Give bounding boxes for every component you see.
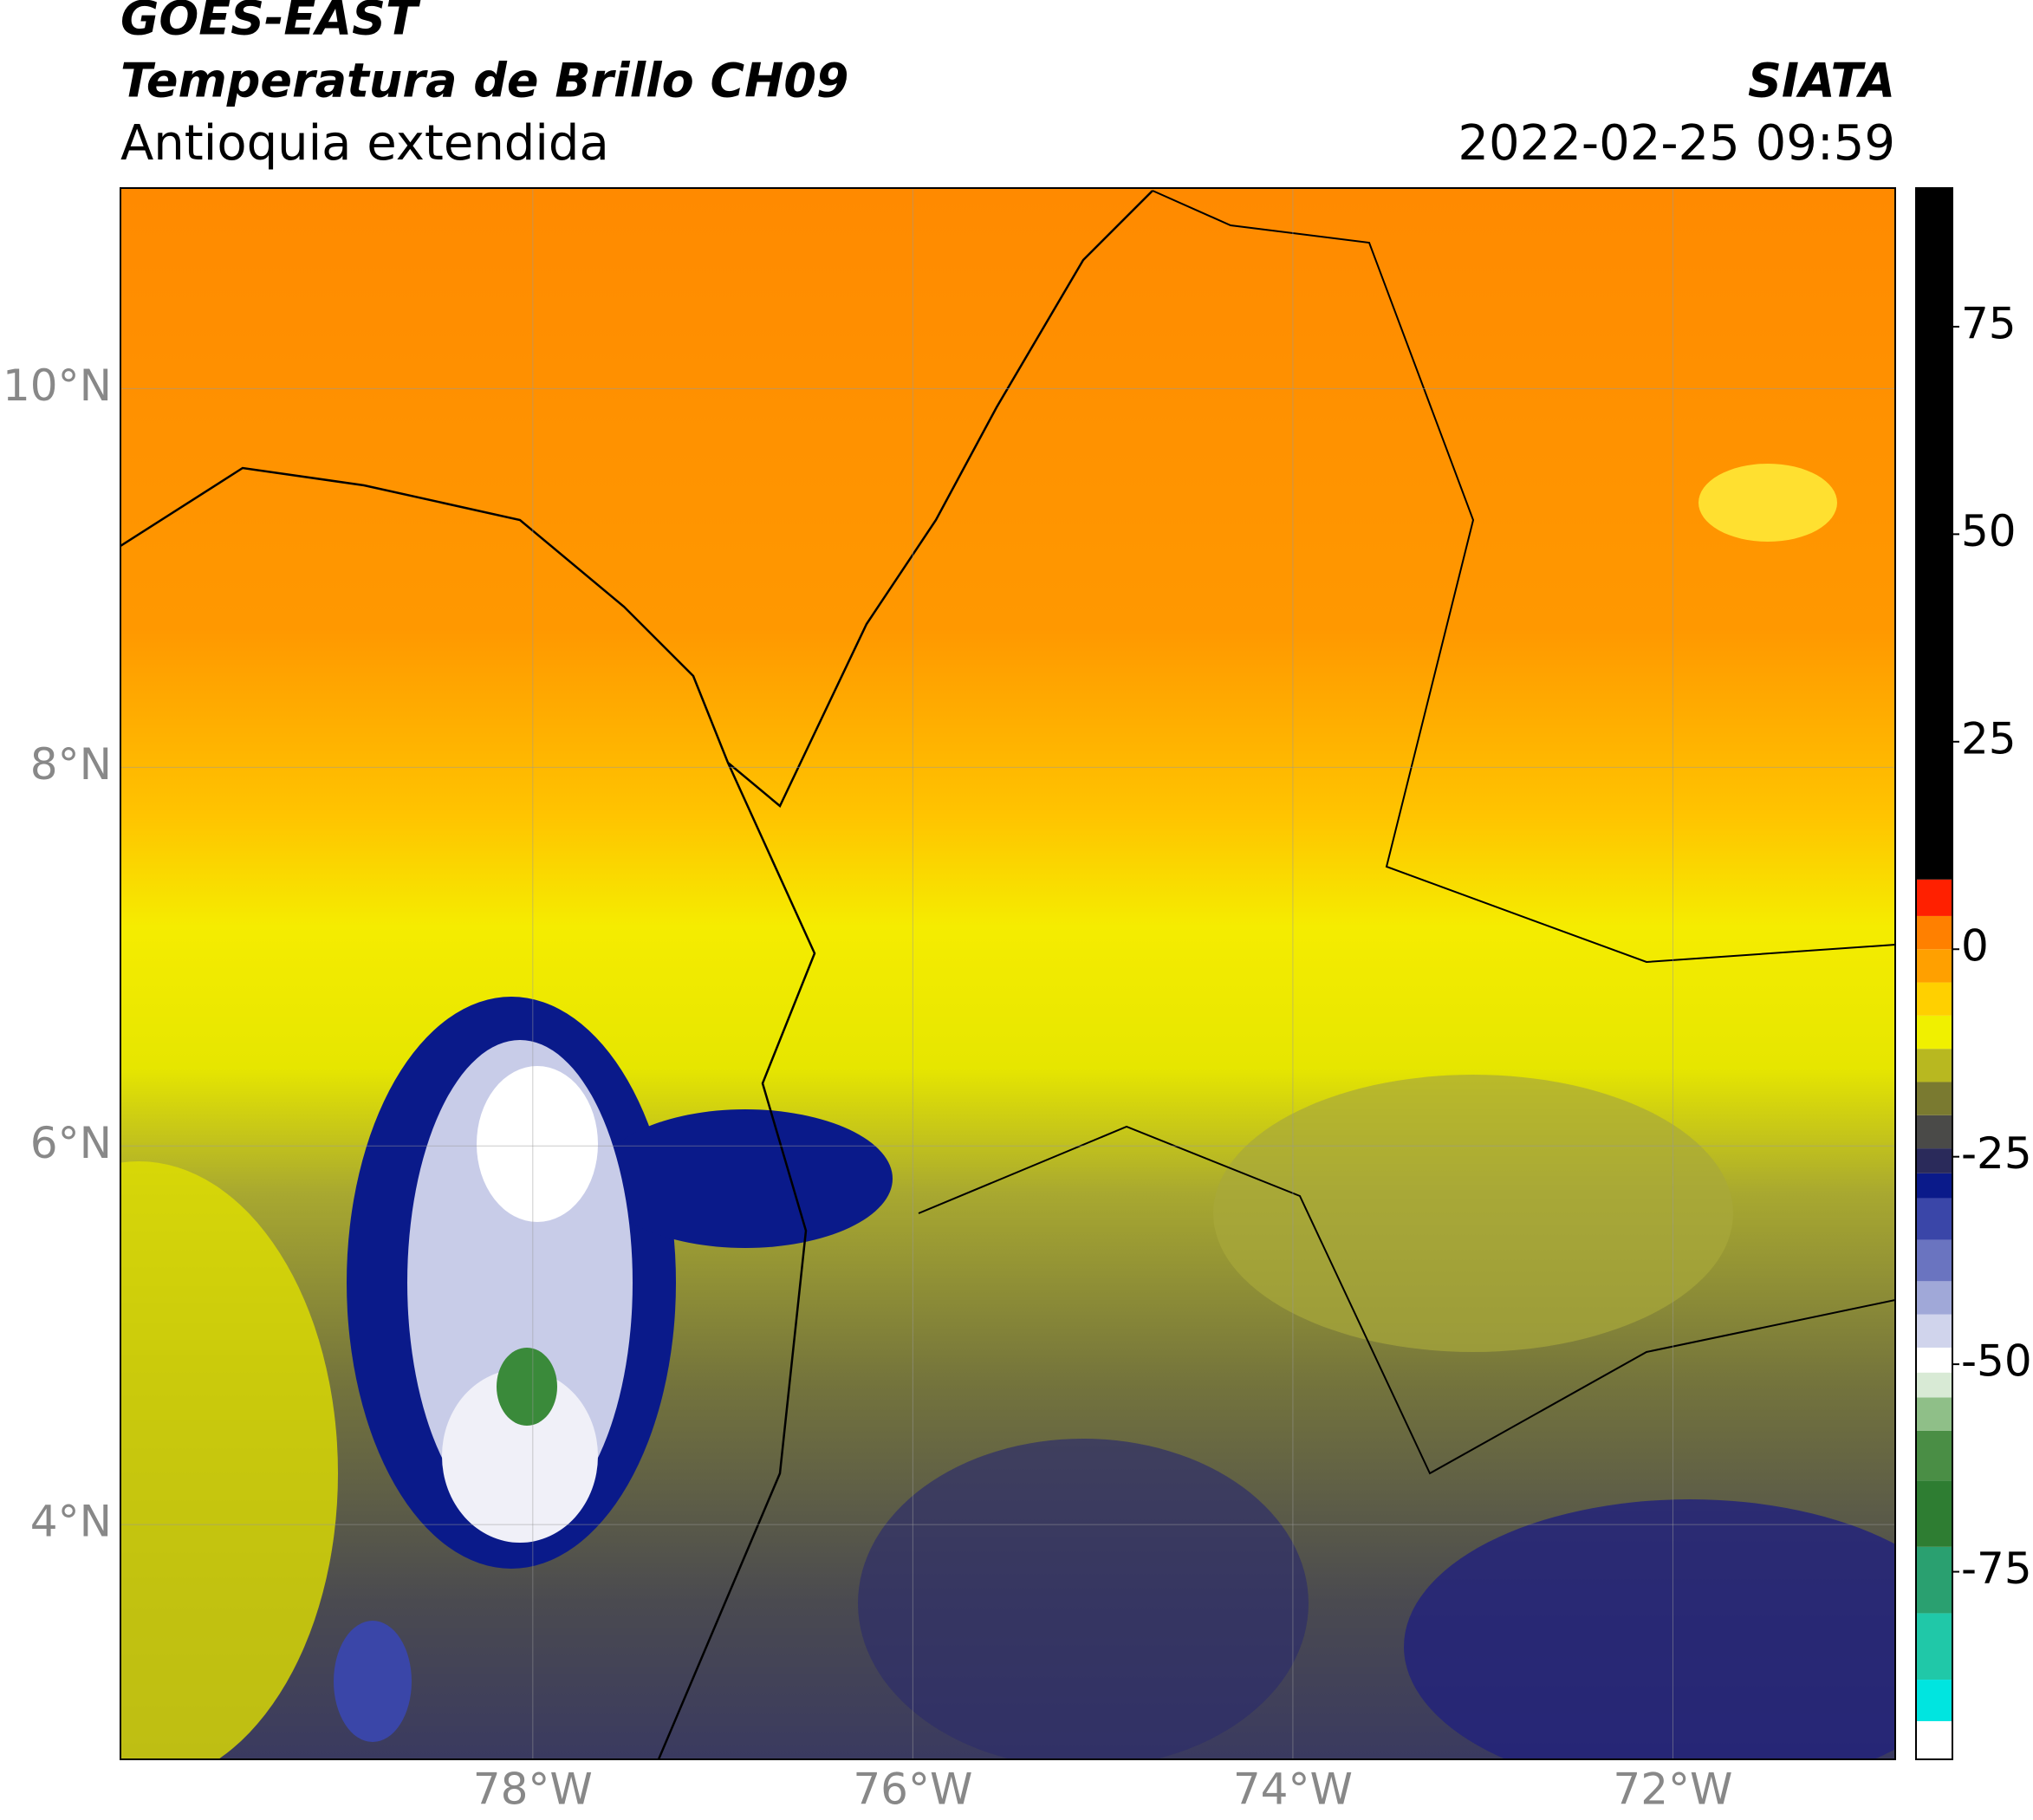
cloud: [1698, 464, 1837, 542]
colorbar-bin: [1916, 1049, 1952, 1082]
colorbar-bin: [1916, 879, 1952, 916]
colorbar-bin: [1916, 1082, 1952, 1115]
source: SIATA: [1748, 54, 1895, 108]
colorbar-bin: [1916, 1173, 1952, 1199]
colorbar-bin: [1916, 1115, 1952, 1149]
datetime: 2022-02-25 09:59: [1458, 115, 1895, 172]
colorbar-bin: [1916, 915, 1952, 950]
colorbar-bin: [1916, 1347, 1952, 1373]
y-tick-label: 4°N: [30, 1497, 112, 1547]
colorbar-bin: [1916, 1015, 1952, 1050]
colorbar-tick-label: 0: [1961, 921, 1989, 972]
storm: [497, 1348, 557, 1426]
cloud: [858, 1439, 1309, 1759]
colorbar-bin: [1916, 949, 1952, 983]
cloud: [120, 1161, 338, 1759]
colorbar-bin: [1916, 1372, 1952, 1398]
colorbar-bin: [1916, 1430, 1952, 1481]
colorbar-bin: [1916, 1720, 1952, 1759]
colorbar-bin: [1916, 1314, 1952, 1348]
colorbar-bin: [1916, 1148, 1952, 1173]
border: [918, 1125, 1895, 1475]
map-frame: [120, 187, 1896, 1760]
y-tick-label: 10°N: [3, 361, 112, 411]
subtitle: Temperatura de Brillo CH09: [120, 54, 849, 108]
storm: [442, 1369, 598, 1543]
storm: [334, 1621, 412, 1742]
colorbar-bin: [1916, 1281, 1952, 1315]
x-tick-label: 74°W: [1233, 1765, 1353, 1815]
x-tick-label: 76°W: [853, 1765, 972, 1815]
region: Antioquia extendida: [120, 115, 609, 172]
colorbar-bin: [1916, 1680, 1952, 1721]
colorbar-tick-label: 25: [1961, 713, 2017, 764]
title: GOES-EAST: [120, 0, 421, 46]
colorbar-tick-label: -50: [1961, 1336, 2032, 1387]
colorbar-bin: [1916, 188, 1952, 880]
colorbar-frame: [1915, 187, 1953, 1760]
colorbar-tick-label: 75: [1961, 298, 2017, 348]
y-tick-label: 6°N: [30, 1118, 112, 1168]
colorbar-bin: [1916, 1480, 1952, 1547]
colorbar-tick-label: -25: [1961, 1128, 2032, 1179]
map-image: [120, 188, 1895, 1759]
border: [1152, 190, 1895, 964]
colorbar-bin: [1916, 1546, 1952, 1614]
colorbar-bin: [1916, 982, 1952, 1016]
x-tick-label: 72°W: [1613, 1765, 1732, 1815]
colorbar-tick-label: 50: [1961, 506, 2017, 556]
y-tick-label: 8°N: [30, 739, 112, 790]
x-tick-label: 78°W: [473, 1765, 593, 1815]
colorbar-bin: [1916, 1198, 1952, 1240]
cloud: [1213, 1075, 1733, 1352]
cloud: [1404, 1499, 1895, 1759]
colorbar-bin: [1916, 1397, 1952, 1431]
colorbar-tick-label: -75: [1961, 1544, 2032, 1594]
colorbar-bin: [1916, 1239, 1952, 1282]
coastline: [657, 762, 816, 1759]
storm: [598, 1109, 893, 1248]
storm: [477, 1066, 598, 1222]
colorbar-bin: [1916, 1613, 1952, 1680]
